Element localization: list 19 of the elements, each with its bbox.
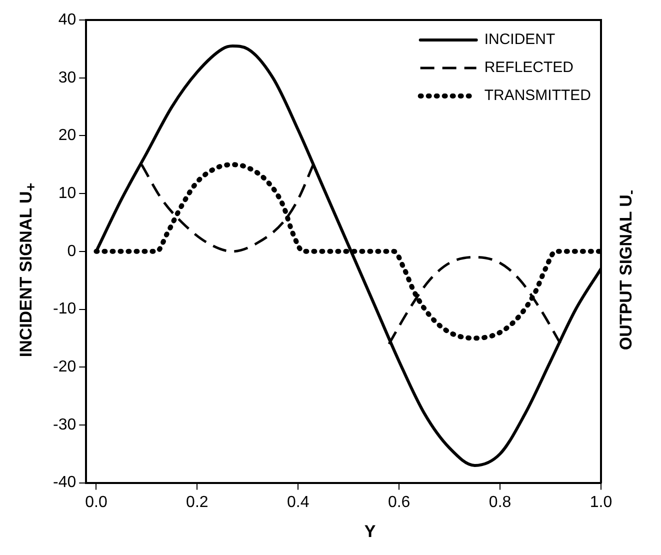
y-tick-label: 40 bbox=[58, 11, 76, 28]
y-tick-label: -40 bbox=[53, 474, 76, 492]
y-tick-label: 10 bbox=[58, 184, 76, 202]
y-tick-label: -20 bbox=[53, 358, 76, 376]
x-tick-label: 0.8 bbox=[488, 494, 512, 511]
y-tick-label: -10 bbox=[53, 300, 76, 318]
y-tick-label: -30 bbox=[53, 416, 76, 434]
x-tick-label: 0.6 bbox=[388, 494, 410, 511]
x-tick-label: 0.0 bbox=[85, 494, 108, 511]
y-tick-label: 30 bbox=[58, 69, 76, 86]
x-axis-title: Y bbox=[364, 522, 376, 542]
y-tick-label: 20 bbox=[58, 127, 76, 144]
y-tick-label: 0 bbox=[67, 242, 76, 260]
x-tick-label: 1.0 bbox=[590, 494, 612, 511]
legend-label: TRANSMITTED bbox=[484, 87, 592, 104]
legend-label: REFLECTED bbox=[484, 59, 574, 76]
x-tick-label: 0.2 bbox=[186, 494, 208, 511]
legend-label: INCIDENT bbox=[484, 31, 556, 48]
x-tick-label: 0.4 bbox=[287, 494, 310, 511]
